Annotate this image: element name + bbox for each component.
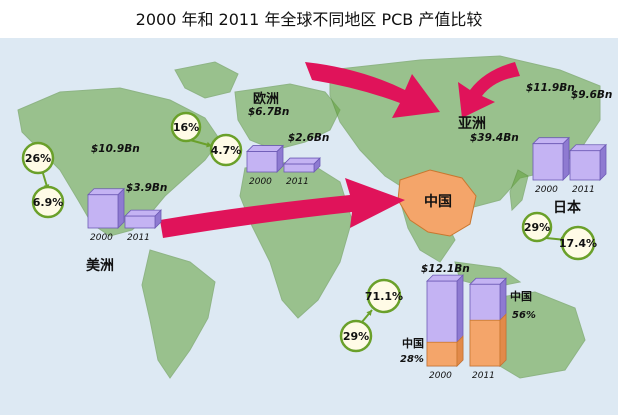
badge-text: 16% [173, 121, 199, 134]
label-china: 中国 [424, 193, 452, 210]
bar [283, 163, 315, 173]
value-label: $9.6Bn [571, 89, 612, 101]
arrow-europe-to-asia [305, 62, 440, 118]
arrow-americas-to-asia [160, 178, 405, 238]
bar-group-美洲: $10.9Bn 2000 $3.9Bn 2011 [87, 143, 167, 243]
badge-arrowhead [366, 310, 372, 316]
share-badge: 16% [170, 111, 202, 143]
value-label: $10.9Bn [91, 143, 140, 155]
year-label: 2011 [572, 185, 595, 195]
share-badges: 26% 6.9% 16% 4.7% 29% 71.1% 29% 17.4% [21, 111, 597, 353]
share-badge: 29% [521, 211, 553, 243]
year-label: 2000 [429, 371, 452, 381]
china-label-2000: 中国 [402, 336, 424, 350]
label-asia: 亚洲 [458, 116, 486, 132]
bar-group-亚洲: $12.1Bn 2000 $39.4Bn 2011 [421, 132, 519, 381]
year-label: 2000 [90, 233, 113, 243]
bar-china-side [456, 335, 464, 367]
badge-circle [366, 278, 402, 314]
badge-text: 6.9% [33, 196, 64, 209]
badge-circle [21, 141, 55, 175]
land-shape [234, 83, 341, 151]
china-share-2011: 56% [512, 310, 536, 321]
bar-group-欧洲: $6.7Bn 2000 $2.6Bn 2011 [246, 106, 329, 187]
bar [532, 143, 564, 181]
flow-arrows [160, 62, 520, 238]
year-label: 2011 [127, 233, 150, 243]
label-europe: 欧洲 [253, 91, 279, 107]
chart-title: 2000 年和 2011 年全球不同地区 PCB 产值比较 [135, 10, 483, 29]
bar [124, 215, 156, 229]
value-label: $11.9Bn [526, 82, 575, 94]
bar-china-side [499, 313, 507, 367]
badge-circle [560, 225, 596, 261]
bar [246, 151, 278, 173]
china-label-2011: 中国 [510, 289, 532, 303]
land-shape [141, 249, 216, 379]
bar-side [117, 187, 125, 229]
year-label: 2011 [286, 177, 309, 187]
bar-groups: $10.9Bn 2000 $3.9Bn 2011 $6.7Bn 2000 $2.6Bn 201… [87, 82, 612, 381]
badge-text: 17.4% [559, 237, 597, 250]
badge-circle [170, 111, 202, 143]
badge-text: 29% [343, 330, 369, 343]
china-share-2000: 28% [400, 354, 424, 365]
china-region [397, 169, 477, 237]
badge-text: 26% [25, 152, 51, 165]
badge-text: 4.7% [211, 144, 242, 157]
share-badge: 17.4% [559, 225, 597, 261]
bar [87, 194, 119, 229]
value-label: $2.6Bn [288, 132, 329, 144]
badge-circle [339, 319, 373, 353]
share-badge: 6.9% [31, 185, 65, 219]
share-badge: 4.7% [209, 133, 243, 167]
year-label: 2000 [535, 185, 558, 195]
land-shape [174, 61, 239, 99]
value-label: $3.9Bn [126, 182, 167, 194]
bar-china [426, 341, 458, 367]
badge-text: 29% [524, 221, 550, 234]
share-badge: 29% [339, 319, 373, 353]
share-badge: 71.1% [365, 278, 403, 314]
badge-circle [521, 211, 553, 243]
label-americas: 美洲 [86, 257, 114, 274]
land-shape [17, 87, 221, 237]
label-japan: 日本 [553, 199, 582, 216]
bar-group-日本: $11.9Bn 2000 $9.6Bn 2011 [526, 82, 612, 195]
share-badge: 26% [21, 141, 55, 175]
bar [569, 150, 601, 181]
land-shape [509, 169, 529, 212]
year-label: 2000 [249, 177, 272, 187]
bar-side [562, 136, 570, 181]
bar-china [469, 319, 501, 367]
year-label: 2011 [472, 371, 495, 381]
badge-circle [209, 133, 243, 167]
value-label: $12.1Bn [421, 263, 470, 275]
value-label: $39.4Bn [470, 132, 519, 144]
bar-side [599, 143, 607, 181]
value-label: $6.7Bn [248, 106, 289, 118]
badge-text: 71.1% [365, 290, 403, 303]
badge-circle [31, 185, 65, 219]
arrow-japan-to-asia [458, 62, 520, 118]
